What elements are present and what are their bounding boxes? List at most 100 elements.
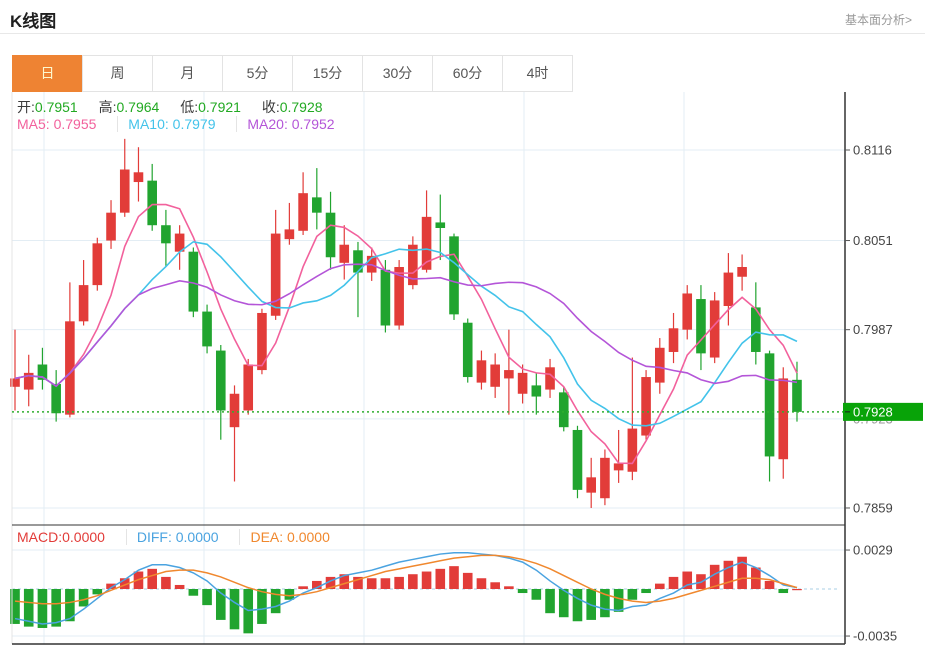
candle-body bbox=[10, 378, 20, 387]
macd-bar bbox=[51, 589, 61, 627]
ohlc-legend: 开:0.7951 高:0.7964 低:0.7921 收:0.7928 bbox=[17, 97, 340, 117]
ma5-line bbox=[14, 203, 798, 465]
ma10-value: MA10: 0.7979 bbox=[117, 116, 215, 132]
macd-bar bbox=[462, 572, 473, 589]
candle-body bbox=[778, 378, 789, 460]
current-price-label: 0.7928 bbox=[853, 404, 893, 419]
candle-body bbox=[600, 457, 610, 499]
candle-body bbox=[284, 229, 295, 240]
macd-bar bbox=[778, 589, 789, 594]
fundamental-analysis-link[interactable]: 基本面分析> bbox=[844, 13, 912, 27]
macd-bar bbox=[558, 589, 569, 618]
macd-bar bbox=[600, 589, 610, 618]
macd-bar bbox=[353, 576, 363, 589]
candle-body bbox=[325, 212, 336, 258]
macd-bar bbox=[257, 589, 267, 624]
macd-bar bbox=[78, 589, 89, 607]
macd-bar bbox=[10, 589, 20, 624]
candle-body bbox=[572, 429, 583, 490]
macd-bar bbox=[627, 589, 638, 600]
macd-bar bbox=[737, 556, 747, 589]
candle-body bbox=[682, 293, 693, 330]
candle-body bbox=[37, 364, 48, 380]
candle-body bbox=[435, 222, 446, 229]
macd-bar bbox=[92, 589, 103, 595]
diff-line bbox=[14, 551, 798, 625]
candle-body bbox=[133, 172, 144, 183]
macd-bar bbox=[380, 578, 391, 589]
candle-body bbox=[243, 364, 254, 411]
candle-body bbox=[78, 285, 89, 322]
candle-body bbox=[764, 353, 775, 457]
macd-bar bbox=[572, 589, 583, 622]
candle-body bbox=[504, 370, 514, 379]
candle-body bbox=[613, 463, 624, 471]
candle-body bbox=[353, 250, 363, 273]
candle-body bbox=[174, 233, 185, 252]
candle-body bbox=[462, 322, 473, 378]
macd-value: MACD:0.0000 bbox=[17, 529, 105, 545]
tab-5min[interactable]: 5分 bbox=[222, 55, 293, 92]
tab-month[interactable]: 月 bbox=[152, 55, 223, 92]
macd-bar bbox=[312, 580, 322, 589]
candle-body bbox=[737, 267, 747, 277]
macd-bar bbox=[476, 578, 487, 589]
macd-bar bbox=[490, 582, 500, 589]
macd-legend: MACD:0.0000 DIFF: 0.0000 DEA: 0.0000 bbox=[17, 529, 347, 545]
tab-60min[interactable]: 60分 bbox=[432, 55, 503, 92]
ma20-line bbox=[14, 263, 798, 388]
tab-day[interactable]: 日 bbox=[12, 55, 83, 92]
candle-body bbox=[723, 272, 734, 307]
candle-body bbox=[558, 392, 569, 428]
macd-bar bbox=[668, 576, 679, 589]
macd-bar bbox=[339, 574, 350, 589]
candle-body bbox=[449, 236, 459, 315]
ma5-value: MA5: 0.7955 bbox=[17, 116, 97, 132]
candle-body bbox=[147, 180, 157, 226]
macd-bar bbox=[421, 571, 432, 589]
macd-bar bbox=[65, 589, 75, 622]
macd-bar bbox=[531, 589, 542, 600]
macd-bar bbox=[23, 589, 34, 627]
high-value: 高:0.7964 bbox=[98, 99, 160, 115]
candle-body bbox=[119, 169, 130, 213]
macd-bar bbox=[545, 589, 555, 614]
macd-bar bbox=[435, 568, 446, 589]
candle-body bbox=[531, 385, 542, 397]
tab-4hour[interactable]: 4时 bbox=[502, 55, 573, 92]
macd-bar bbox=[215, 589, 226, 620]
candle-body bbox=[339, 244, 350, 263]
candle-body bbox=[517, 372, 528, 394]
macd-bar bbox=[284, 589, 295, 600]
candle-body bbox=[161, 225, 171, 244]
macd-bar bbox=[366, 578, 377, 589]
candle-body bbox=[312, 197, 322, 213]
macd-bar bbox=[517, 589, 528, 594]
macd-bar bbox=[723, 560, 734, 589]
diff-value: DIFF: 0.0000 bbox=[125, 529, 219, 545]
macd-bar bbox=[106, 583, 116, 589]
candle-body bbox=[641, 377, 651, 436]
macd-bar bbox=[188, 589, 199, 596]
axis-label: 0.7859 bbox=[853, 500, 893, 515]
macd-bar bbox=[174, 584, 185, 589]
candle-body bbox=[751, 307, 761, 352]
macd-bar bbox=[764, 580, 775, 589]
candle-body bbox=[668, 328, 679, 352]
candle-body bbox=[792, 379, 802, 412]
interval-tabs: 日 周 月 5分 15分 30分 60分 4时 bbox=[12, 55, 573, 92]
tab-week[interactable]: 周 bbox=[82, 55, 153, 92]
macd-bar bbox=[709, 564, 720, 589]
candle-body bbox=[476, 360, 487, 383]
candle-body bbox=[270, 233, 281, 316]
tab-30min[interactable]: 30分 bbox=[362, 55, 433, 92]
macd-bar bbox=[161, 576, 171, 589]
candle-body bbox=[545, 367, 555, 390]
candle-body bbox=[215, 350, 226, 411]
candle-body bbox=[257, 312, 267, 371]
candle-body bbox=[229, 393, 240, 428]
tab-15min[interactable]: 15分 bbox=[292, 55, 363, 92]
macd-bar bbox=[641, 589, 651, 594]
